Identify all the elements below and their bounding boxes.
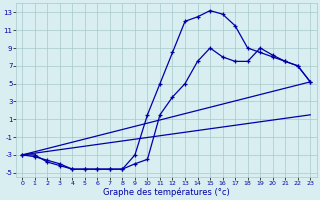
X-axis label: Graphe des températures (°c): Graphe des températures (°c) <box>103 187 230 197</box>
